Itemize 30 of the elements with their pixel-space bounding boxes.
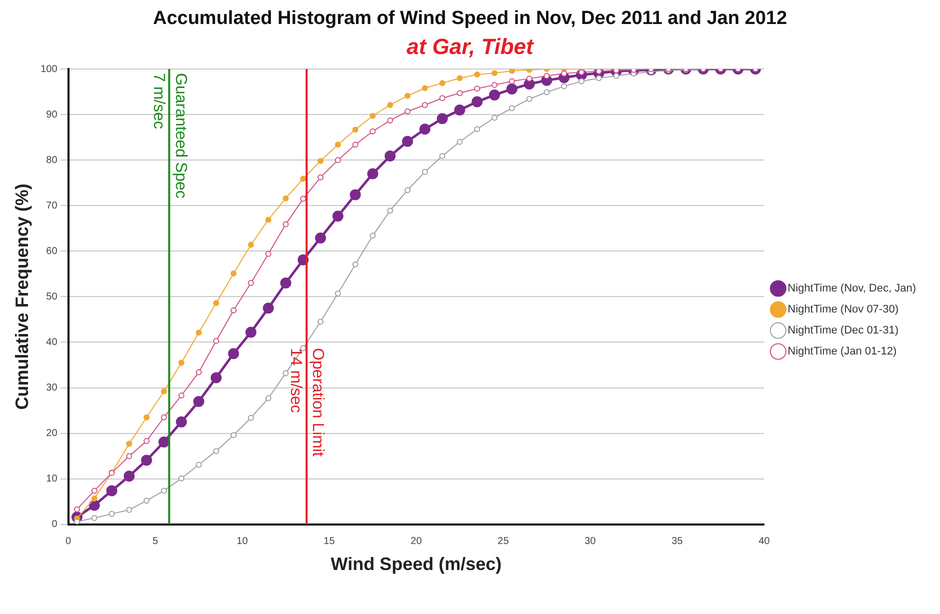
legend-label: NightTime (Dec 01-31)	[788, 324, 898, 337]
x-tick-label: 40	[758, 536, 770, 548]
x-tick-label: 5	[152, 536, 158, 548]
x-tick-label: 0	[66, 536, 72, 548]
x-tick-label: 30	[584, 536, 596, 548]
y-tick-label: 30	[46, 382, 58, 394]
x-tick-label: 25	[498, 536, 510, 548]
x-tick-label: 35	[672, 536, 684, 548]
legend-label: NightTime (Nov, Dec, Jan)	[788, 282, 916, 295]
x-tick-label: 20	[410, 536, 422, 548]
y-axis-title: Cumulative Frequency (%)	[12, 184, 32, 410]
x-tick-label: 10	[236, 536, 248, 548]
x-tick-label: 15	[324, 536, 336, 548]
y-tick-label: 70	[46, 200, 58, 212]
y-tick-label: 100	[40, 64, 58, 75]
chart-title: Accumulated Histogram of Wind Speed in Nov, Dec 2011 and Jan 2012	[152, 8, 788, 30]
y-tick-label: 10	[46, 474, 58, 485]
ref-line-label: Guaranteed Spec 7 m/sec	[150, 73, 189, 198]
y-tick-label: 40	[46, 336, 58, 348]
y-tick-label: 80	[46, 154, 58, 166]
y-tick-label: 60	[46, 246, 58, 257]
legend-label: NightTime (Nov 07-30)	[788, 304, 898, 316]
ref-line-label: Operation Limit 14 m/sec	[287, 348, 326, 458]
y-tick-label: 0	[52, 519, 58, 530]
y-tick-label: 90	[46, 109, 58, 120]
chart-subtitle: at Gar, Tibet	[406, 34, 535, 60]
y-tick-label: 50	[46, 291, 58, 302]
y-tick-label: 20	[46, 428, 58, 440]
x-axis-title: Wind Speed (m/sec)	[330, 554, 502, 574]
legend-label: NightTime (Jan 01-12)	[788, 346, 897, 358]
